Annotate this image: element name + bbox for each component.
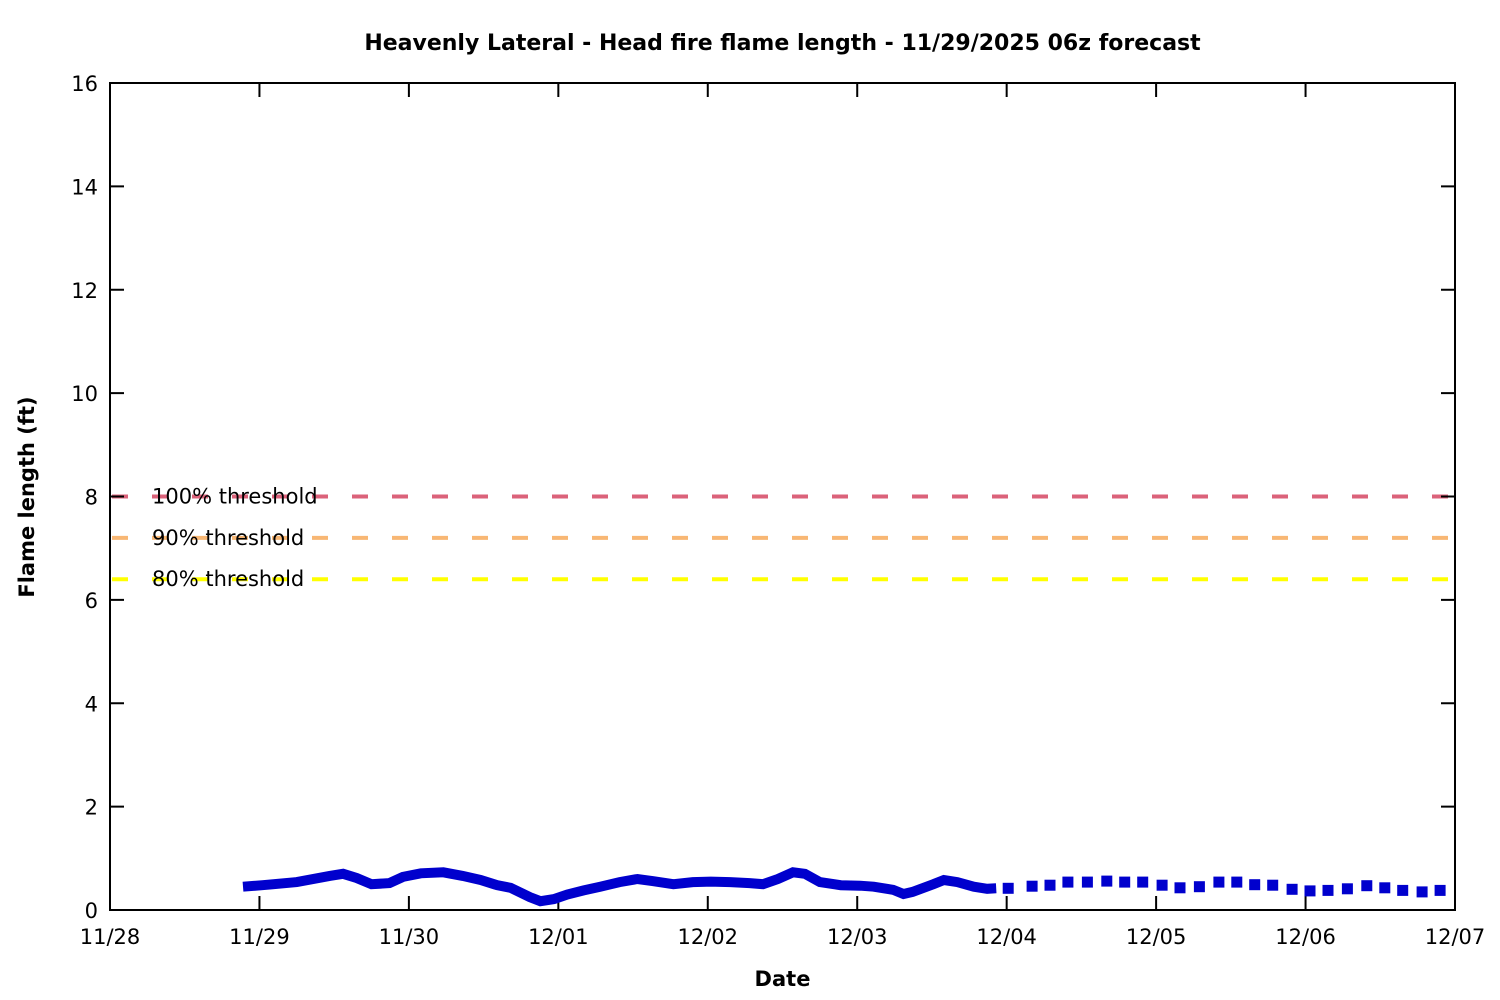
y-tick-label: 4 [85, 692, 98, 716]
flame-length-dotted-dot [1361, 880, 1373, 892]
flame-length-dotted-dot [1213, 876, 1225, 888]
flame-length-dotted-dot [1193, 881, 1205, 893]
x-tick-label: 11/30 [379, 925, 440, 949]
chart-title: Heavenly Lateral - Head fire flame lengt… [364, 31, 1201, 56]
x-tick-label: 12/05 [1126, 925, 1187, 949]
x-tick-label: 12/03 [827, 925, 888, 949]
x-tick-label: 12/06 [1275, 925, 1336, 949]
flame-length-solid-line [242, 867, 997, 907]
x-tick-label: 11/29 [229, 925, 290, 949]
flame-length-dotted-dot [1231, 876, 1243, 888]
x-tick-label: 12/04 [976, 925, 1037, 949]
flame-length-dotted-dot [1081, 876, 1093, 888]
y-tick-label: 8 [85, 486, 98, 510]
flame-length-dotted-dot [1286, 883, 1298, 895]
flame-length-dotted-dot [1397, 884, 1409, 896]
y-tick-label: 12 [71, 279, 98, 303]
x-tick-label: 12/02 [678, 925, 739, 949]
flame-length-dotted-dot [1062, 876, 1074, 888]
y-tick-label: 6 [85, 589, 98, 613]
x-tick-label: 12/07 [1425, 925, 1486, 949]
y-tick-label: 16 [71, 72, 98, 96]
flame-length-dotted-dot [1044, 879, 1056, 891]
flame-length-dotted-dot [1341, 883, 1353, 895]
flame-length-dotted-dot [1119, 876, 1131, 888]
threshold-label-80: 80% threshold [152, 567, 304, 591]
flame-length-dotted-dot [1304, 885, 1316, 897]
flame-length-dotted-dot [1026, 880, 1038, 892]
flame-length-dotted-dot [1174, 882, 1186, 894]
y-tick-label: 10 [71, 382, 98, 406]
flame-length-dotted-dot [1434, 884, 1446, 896]
flame-length-dotted-dot [1002, 882, 1014, 894]
x-tick-label: 12/01 [528, 925, 589, 949]
threshold-label-90: 90% threshold [152, 526, 304, 550]
flame-length-dotted-dot [1249, 879, 1261, 891]
plot-border [109, 82, 1456, 911]
flame-length-dotted-dot [1101, 875, 1113, 887]
flame-length-dotted-dot [1267, 879, 1279, 891]
x-tick-label: 11/28 [80, 925, 141, 949]
threshold-label-100: 100% threshold [152, 485, 318, 509]
x-axis-title: Date [754, 967, 811, 991]
y-tick-label: 0 [85, 899, 98, 923]
y-tick-label: 2 [85, 796, 98, 820]
y-tick-label: 14 [71, 175, 98, 199]
flame-length-dotted-dot [1416, 886, 1428, 898]
flame-length-dotted-dot [1322, 884, 1334, 896]
flame-length-dotted-dot [1156, 879, 1168, 891]
flame-length-dotted-dot [1379, 882, 1391, 894]
flame-length-dotted-dot [1137, 876, 1149, 888]
